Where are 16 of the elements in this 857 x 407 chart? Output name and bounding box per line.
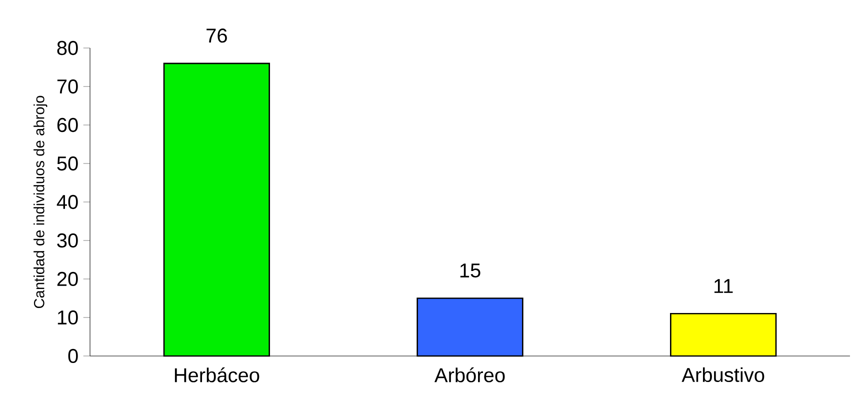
y-tick-label: 20	[57, 272, 78, 286]
x-tick-label: Arbóreo	[434, 367, 505, 382]
y-tick-label: 70	[57, 79, 78, 94]
y-tick-label: 50	[57, 156, 78, 171]
data-label: 15	[460, 264, 480, 278]
data-label: 76	[206, 28, 227, 43]
y-axis-title: Cantidad de individuos de abrojo	[34, 96, 48, 308]
y-tick-label: 30	[57, 233, 78, 248]
y-tick-label: 80	[57, 40, 78, 56]
y-tick-label: 60	[57, 118, 78, 132]
y-tick-label: 40	[56, 194, 78, 210]
y-tick-label: 10	[58, 310, 78, 325]
data-label: 11	[714, 279, 733, 293]
x-tick-label: Arbustivo	[682, 367, 764, 382]
y-tick-label: 0	[68, 348, 78, 364]
x-tick-label: Herbáceo	[174, 367, 260, 382]
